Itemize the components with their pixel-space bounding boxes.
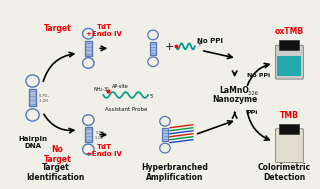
FancyBboxPatch shape (276, 45, 303, 79)
Text: LaMnO: LaMnO (220, 86, 250, 94)
Text: No PPi: No PPi (197, 38, 223, 44)
Text: oxTMB: oxTMB (275, 27, 304, 36)
Text: Target
Identification: Target Identification (26, 163, 85, 182)
Text: No PPi: No PPi (247, 73, 270, 78)
Text: 5'-PO₄: 5'-PO₄ (95, 131, 105, 135)
Text: TdT
+Endo IV: TdT +Endo IV (86, 144, 122, 157)
FancyBboxPatch shape (29, 89, 36, 106)
Text: Nanozyme: Nanozyme (212, 95, 257, 105)
FancyBboxPatch shape (150, 42, 156, 55)
Text: +: + (165, 42, 175, 52)
Text: No
Target: No Target (44, 145, 71, 164)
FancyBboxPatch shape (85, 41, 92, 56)
FancyBboxPatch shape (277, 56, 301, 76)
Text: 3'-OH: 3'-OH (38, 99, 49, 103)
Text: 3.26: 3.26 (248, 91, 259, 95)
FancyBboxPatch shape (279, 124, 300, 134)
Text: PPi: PPi (247, 110, 258, 115)
FancyBboxPatch shape (276, 129, 303, 163)
Text: TdT
+Endo IV: TdT +Endo IV (86, 24, 122, 37)
Text: Hairpin
DNA: Hairpin DNA (18, 136, 47, 149)
FancyBboxPatch shape (85, 127, 92, 142)
Text: Hyperbranched
Amplification: Hyperbranched Amplification (141, 163, 208, 182)
Text: 5'-PO₄: 5'-PO₄ (38, 94, 49, 98)
Text: NH₂-3': NH₂-3' (93, 87, 109, 91)
Text: +: + (196, 41, 202, 47)
Text: TMB: TMB (280, 111, 299, 120)
Text: Target: Target (44, 24, 71, 33)
Text: Colorimetric
Detection: Colorimetric Detection (258, 163, 311, 182)
FancyBboxPatch shape (162, 128, 168, 141)
Text: 5': 5' (150, 94, 155, 99)
Text: Assistant Probe: Assistant Probe (105, 107, 147, 112)
FancyBboxPatch shape (279, 40, 300, 50)
Text: 3'-OH: 3'-OH (95, 136, 105, 140)
Text: AP-site: AP-site (112, 84, 129, 89)
